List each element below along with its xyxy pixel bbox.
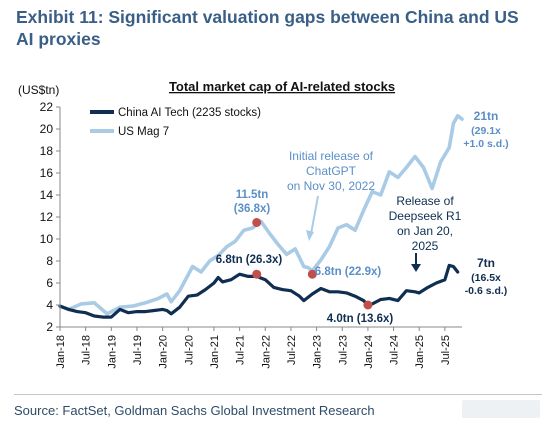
watermark-logo [462, 400, 540, 418]
x-tick-label: Jan-20 [158, 335, 170, 369]
x-tick-label: Jan-19 [106, 335, 118, 369]
china-end-sd: -0.6 s.d.) [465, 285, 508, 297]
us-end-sd: +1.0 s.d.) [463, 138, 508, 150]
annotation-chatgpt-arrow [310, 195, 319, 235]
legend-label-china: China AI Tech (2235 stocks) [118, 107, 261, 119]
marker-dot-1 [252, 269, 262, 279]
x-tick-label: Jan-18 [55, 335, 67, 369]
annotation-deepseek-line1: Release of [396, 194, 454, 208]
x-tick-label: Jul-19 [132, 335, 144, 365]
marker-label-china-trough: 4.0tn (13.6x) [327, 313, 394, 325]
x-tick-label: Jan-23 [312, 335, 324, 369]
y-tick-label: 12 [40, 210, 54, 224]
us-mag7-line [58, 114, 464, 316]
marker-dot-2 [307, 269, 317, 279]
marker-label-us-peak-multiple: (36.8x) [234, 203, 271, 215]
us-end-multiple: (29.1x [471, 125, 501, 137]
x-tick-label: Jul-25 [440, 335, 452, 365]
x-tick-label: Jul-22 [286, 335, 298, 365]
annotation-deepseek-line3: on Jan 20, [397, 224, 453, 238]
y-tick-label: 8 [46, 254, 53, 268]
y-tick-label: 10 [40, 232, 54, 246]
source-note: Source: FactSet, Goldman Sachs Global In… [14, 403, 375, 418]
legend-label-us: US Mag 7 [118, 126, 169, 138]
x-tick-label: Jul-21 [235, 335, 247, 365]
annotation-deepseek-arrowhead [411, 264, 421, 272]
china-ai-line [58, 263, 460, 319]
annotation-deepseek-line4: 2025 [412, 239, 439, 253]
y-tick-label: 14 [40, 188, 54, 202]
y-tick-label: 4 [46, 298, 53, 312]
y-tick-label: 6 [46, 276, 53, 290]
annotation-chatgpt-line2: ChatGPT [306, 164, 357, 178]
marker-label-china-peak: 6.8tn (26.3x) [216, 254, 283, 266]
y-axis-label: (US$tn) [18, 83, 59, 97]
x-tick-label: Jul-23 [337, 335, 349, 365]
us-end-label: 21tn [474, 109, 499, 123]
x-tick-label: Jan-22 [260, 335, 272, 369]
x-tick-label: Jan-21 [209, 335, 221, 369]
y-tick-label: 16 [40, 166, 54, 180]
y-tick-label: 22 [40, 100, 54, 114]
y-tick-label: 18 [40, 144, 54, 158]
annotation-deepseek-line2: Deepseek R1 [389, 209, 462, 223]
marker-dot-3 [363, 300, 373, 310]
marker-label-us-trough: 6.8tn (22.9x) [315, 266, 382, 278]
x-tick-label: Jul-24 [389, 335, 401, 365]
x-tick-label: Jul-18 [81, 335, 93, 365]
annotation-chatgpt-line3: on Nov 30, 2022 [287, 179, 375, 193]
x-tick-label: Jan-25 [414, 335, 426, 369]
x-tick-label: Jan-24 [363, 335, 375, 369]
chart-title: Total market cap of AI-related stocks [169, 79, 395, 94]
china-end-multiple: (16.5x [471, 272, 501, 284]
marker-label-us-peak: 11.5tn [236, 189, 269, 201]
exhibit-title: Exhibit 11: Significant valuation gaps b… [16, 7, 519, 49]
footer-divider [14, 394, 542, 395]
x-tick-label: Jul-20 [183, 335, 195, 365]
y-tick-label: 20 [40, 122, 54, 136]
annotation-chatgpt-line1: Initial release of [289, 149, 374, 163]
annotation-chatgpt-arrowhead [306, 230, 314, 241]
marker-dot-0 [252, 218, 262, 227]
china-end-label: 7tn [477, 256, 495, 270]
y-tick-label: 2 [46, 320, 53, 334]
